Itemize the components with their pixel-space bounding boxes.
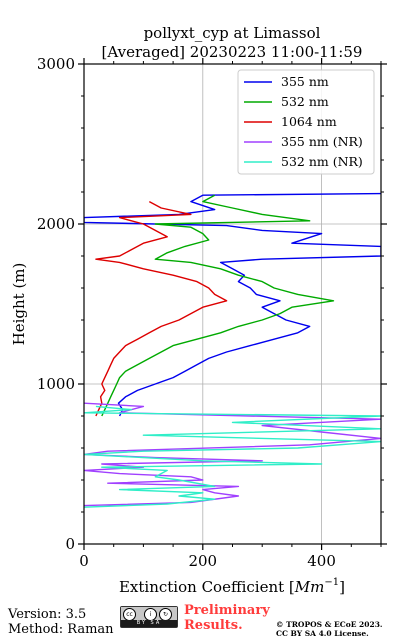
axis-ticks: 0 200 400 0 1000 2000 3000: [37, 55, 387, 570]
copyright-line-1: © TROPOS & ECoE 2023.: [276, 620, 383, 629]
extinction-chart: 0 200 400 0 1000 2000 3000 pollyxt_cyp at Lima…: [10, 24, 387, 596]
y-tick-label: 2000: [37, 215, 75, 233]
x-axis-label-main: Extinction Coefficient [: [119, 578, 295, 596]
series-line: [101, 194, 335, 417]
chart-subtitle: [Averaged] 20230223 11:00-11:59: [102, 43, 363, 61]
footer-info: Version: 3.5 Method: Raman: [8, 607, 114, 637]
series-line: [84, 405, 381, 508]
legend-label: 355 nm: [281, 74, 329, 89]
x-tick-label: 400: [307, 552, 336, 570]
x-axis-label-unit: Mm: [294, 578, 325, 596]
y-tick-label: 3000: [37, 55, 75, 73]
legend-label: 532 nm (NR): [281, 154, 363, 169]
copyright-notice: © TROPOS & ECoE 2023. CC BY SA 4.0 Licen…: [276, 620, 383, 638]
legend-label: 1064 nm: [281, 114, 337, 129]
method-text: Method: Raman: [8, 622, 114, 637]
series-lines: [84, 192, 381, 508]
x-axis-label-exponent: −1: [324, 577, 339, 588]
legend-label: 355 nm (NR): [281, 134, 363, 149]
legend-label: 532 nm: [281, 94, 329, 109]
chart-title: pollyxt_cyp at Limassol: [144, 24, 321, 42]
version-text: Version: 3.5: [8, 607, 87, 622]
x-axis-label-close: ]: [339, 578, 345, 596]
preliminary-line-1: Preliminary: [184, 603, 270, 618]
cc-license-badge-icon: cc i ↻ BY SA: [120, 606, 178, 628]
preliminary-notice: Preliminary Results.: [184, 603, 270, 633]
copyright-line-2: CC BY SA 4.0 License.: [276, 629, 369, 638]
series-line: [84, 402, 381, 507]
x-tick-label: 200: [188, 552, 217, 570]
x-axis-label: Extinction Coefficient [Mm−1]: [119, 577, 345, 596]
cc-badge-text: BY SA: [121, 620, 177, 627]
legend: 355 nm 532 nm 1064 nm 355 nm (NR) 532 nm (NR…: [237, 69, 375, 175]
y-tick-label: 1000: [37, 375, 75, 393]
series-line: [84, 192, 381, 417]
series-line: [95, 200, 228, 417]
y-tick-label: 0: [65, 535, 75, 553]
legend-box: [237, 69, 375, 175]
y-axis-label: Height (m): [10, 263, 28, 346]
x-tick-label: 0: [79, 552, 89, 570]
legend-entries: 355 nm 532 nm 1064 nm 355 nm (NR) 532 nm (NR…: [244, 74, 363, 169]
preliminary-line-2: Results.: [184, 618, 243, 633]
